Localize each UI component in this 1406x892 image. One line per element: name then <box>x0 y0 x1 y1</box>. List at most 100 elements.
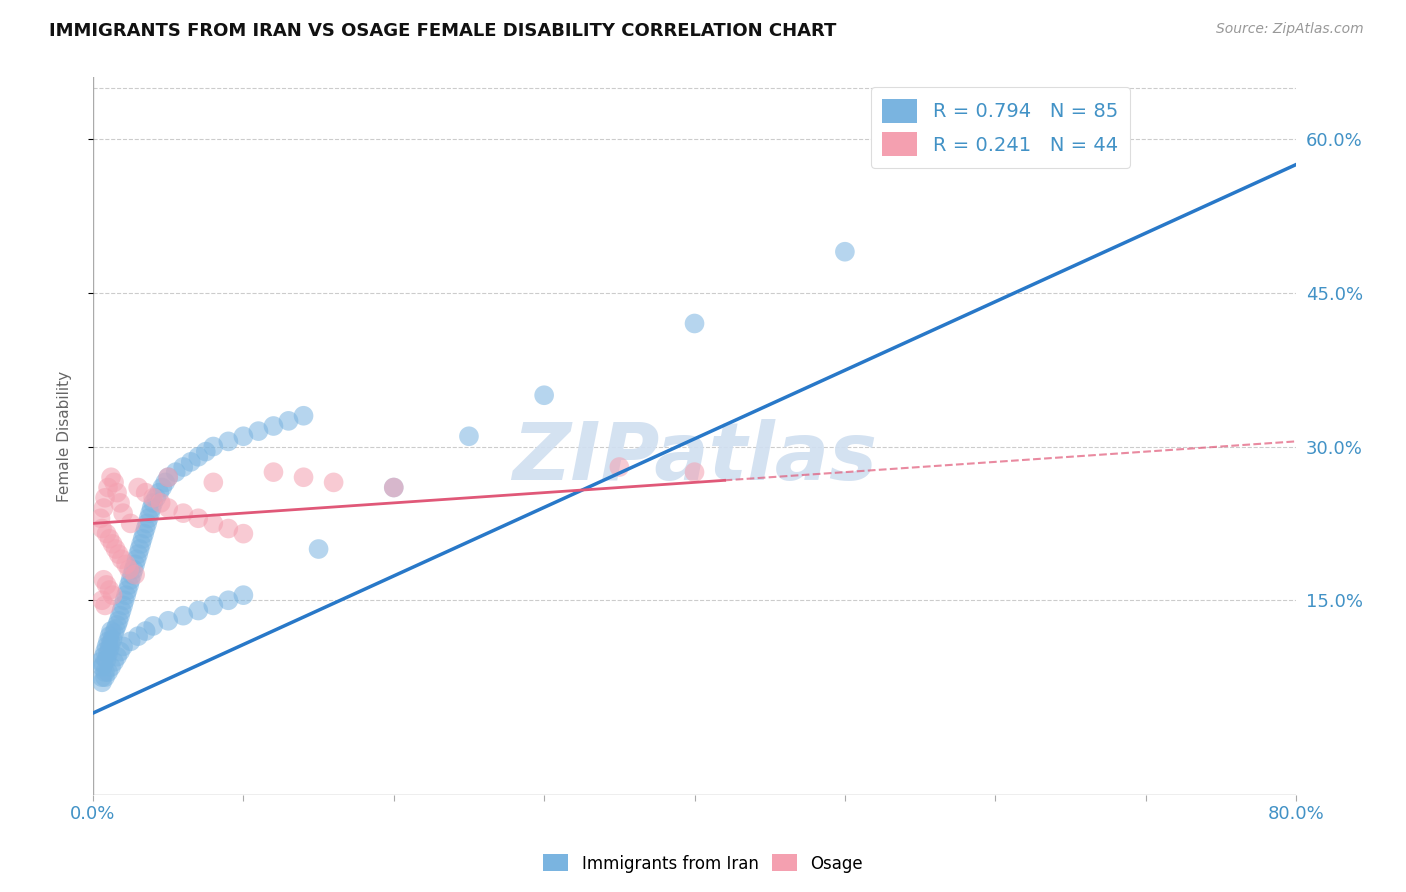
Point <box>93 657 115 671</box>
Point <box>141 501 163 516</box>
Point <box>172 506 194 520</box>
Point <box>100 624 122 638</box>
Point <box>97 481 120 495</box>
Point <box>94 665 117 679</box>
Point <box>292 470 315 484</box>
Point <box>98 582 121 597</box>
Point <box>97 665 120 679</box>
Point <box>135 522 157 536</box>
Point <box>142 491 165 505</box>
Point <box>607 460 630 475</box>
Point <box>124 558 146 572</box>
Point <box>157 470 180 484</box>
Point <box>112 640 135 654</box>
Point <box>157 470 180 484</box>
Point <box>94 599 117 613</box>
Point <box>94 644 117 658</box>
Point <box>277 414 299 428</box>
Point <box>187 511 209 525</box>
Point <box>121 567 143 582</box>
Point <box>100 470 122 484</box>
Point <box>90 511 112 525</box>
Legend: R = 0.794   N = 85, R = 0.241   N = 44: R = 0.794 N = 85, R = 0.241 N = 44 <box>870 87 1130 168</box>
Point <box>93 573 115 587</box>
Point <box>101 588 124 602</box>
Point <box>131 532 153 546</box>
Point <box>247 424 270 438</box>
Point <box>217 434 239 449</box>
Point <box>187 603 209 617</box>
Point <box>153 475 176 490</box>
Point <box>135 485 157 500</box>
Point <box>149 496 172 510</box>
Point <box>103 655 125 669</box>
Point <box>135 624 157 638</box>
Point <box>125 552 148 566</box>
Point <box>142 619 165 633</box>
Point <box>683 465 706 479</box>
Point <box>134 526 156 541</box>
Point <box>110 603 132 617</box>
Point <box>115 588 138 602</box>
Point <box>120 516 142 531</box>
Point <box>105 485 128 500</box>
Point <box>101 632 124 647</box>
Point <box>124 567 146 582</box>
Point <box>118 562 141 576</box>
Point <box>112 506 135 520</box>
Point <box>232 429 254 443</box>
Point <box>96 578 118 592</box>
Point <box>150 481 173 495</box>
Point <box>108 644 131 658</box>
Point <box>96 640 118 654</box>
Point <box>142 496 165 510</box>
Point <box>194 444 217 458</box>
Point <box>458 429 481 443</box>
Point <box>202 516 225 531</box>
Point <box>232 588 254 602</box>
Point <box>202 475 225 490</box>
Point <box>834 244 856 259</box>
Point <box>91 660 114 674</box>
Point <box>103 475 125 490</box>
Point <box>122 562 145 576</box>
Point <box>202 440 225 454</box>
Point <box>382 481 405 495</box>
Point <box>91 593 114 607</box>
Point <box>217 522 239 536</box>
Point <box>118 578 141 592</box>
Point <box>103 626 125 640</box>
Text: Source: ZipAtlas.com: Source: ZipAtlas.com <box>1216 22 1364 37</box>
Point <box>110 552 132 566</box>
Point <box>91 670 114 684</box>
Point <box>180 455 202 469</box>
Point <box>108 496 131 510</box>
Point <box>202 599 225 613</box>
Point <box>292 409 315 423</box>
Point <box>96 653 118 667</box>
Point <box>120 634 142 648</box>
Point <box>105 649 128 664</box>
Point <box>115 558 138 572</box>
Point <box>533 388 555 402</box>
Legend: Immigrants from Iran, Osage: Immigrants from Iran, Osage <box>537 847 869 880</box>
Point <box>138 511 160 525</box>
Point <box>94 491 117 505</box>
Point <box>308 541 330 556</box>
Point <box>105 618 128 632</box>
Point <box>187 450 209 464</box>
Point <box>157 501 180 516</box>
Point <box>129 537 152 551</box>
Point <box>91 675 114 690</box>
Point <box>98 532 121 546</box>
Point <box>262 419 284 434</box>
Point <box>217 593 239 607</box>
Point <box>128 541 150 556</box>
Point <box>127 547 149 561</box>
Point <box>93 649 115 664</box>
Point <box>157 614 180 628</box>
Point <box>104 622 127 636</box>
Text: ZIPatlas: ZIPatlas <box>512 418 877 497</box>
Point <box>114 593 136 607</box>
Point <box>107 547 129 561</box>
